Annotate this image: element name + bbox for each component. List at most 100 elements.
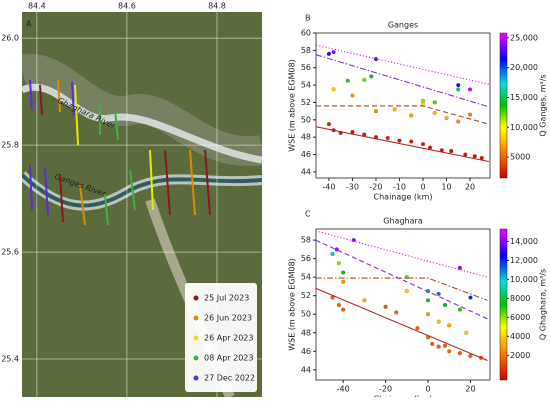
y-tick-label: 54 [301,273,311,282]
y-tick-label: 50 [301,310,311,319]
x-tick-label: -40 [322,183,335,192]
y-tick-label: 44 [301,167,311,176]
data-point [341,307,346,312]
data-point [331,50,336,55]
data-point [432,100,437,105]
x-tick-label: 20 [465,183,475,192]
data-point [456,87,461,92]
colorbar-tick-label: 8000 [510,294,530,303]
x-tick-label: 0 [420,183,425,192]
data-point [362,298,367,303]
data-point [326,122,331,127]
data-point [447,323,452,328]
colorbar-tick-label: 15,000 [510,93,538,102]
data-point [456,119,461,124]
y-axis-label: WSE (m above EGM08) [288,258,297,351]
y-tick-label: 60 [301,29,311,38]
chart-title: Ghaghara [383,217,423,226]
data-point [468,353,473,358]
data-point [472,154,477,159]
legend-marker [193,375,199,381]
y-tick-label: 48 [301,328,311,337]
x-axis-label: Chainage (km) [374,193,433,202]
legend-label: 25 Jul 2023 [204,294,249,303]
data-point [383,304,388,309]
lat-tick-label: 25.8 [1,141,19,150]
data-point [468,87,473,92]
data-point [326,51,331,56]
data-point [392,107,397,112]
data-point [457,265,462,270]
colorbar-label: Q Ganges, m³/s [539,74,548,136]
data-point [336,302,341,307]
lat-tick-label: 25.6 [1,248,19,257]
data-point [409,139,414,144]
colorbar-tick-label: 4000 [510,332,530,341]
data-point [426,312,431,317]
legend-label: 26 Apr 2023 [204,334,253,343]
y-tick-label: 48 [301,133,311,142]
data-point [468,112,473,117]
chart-title: Ganges [388,21,418,30]
data-point [341,279,346,284]
data-point [463,152,468,157]
chart: B Ganges 44 46 48 50 52 54 56 58 60 -40 -30 -20 -10 0 10… [288,14,548,202]
colorbar-label: Q Ghaghara, m³/s [539,269,548,340]
data-point [394,310,399,315]
colorbar-tick-label: 12,000 [510,256,538,265]
data-point [426,298,431,303]
data-point [432,110,437,115]
legend-label: 08 Apr 2023 [204,354,253,363]
data-point [415,326,420,331]
y-tick-label: 56 [301,254,311,263]
data-point [420,142,425,147]
colorbar-tick-label: 5000 [510,153,530,162]
y-tick-label: 54 [301,81,311,90]
y-tick-label: 52 [301,98,311,107]
y-tick-label: 46 [301,150,311,159]
colorbar-tick-label: 10,000 [510,123,538,132]
data-point [409,113,414,118]
legend-marker [193,295,199,301]
trend-line [315,230,488,278]
trend-line [315,287,488,362]
legend-marker [193,335,199,341]
x-tick-label: -20 [379,385,392,394]
trend-line [315,277,488,301]
legend-label: 26 Jun 2023 [204,314,252,323]
transects [29,79,211,226]
data-point [341,270,346,275]
y-tick-label: 46 [301,347,311,356]
y-axis-label: WSE (m above EGM08) [288,59,297,152]
lon-tick-label: 84.6 [118,2,136,11]
data-point [362,77,367,82]
data-point [350,93,355,98]
data-point [464,330,469,335]
data-point [457,351,462,356]
x-tick-label: 0 [425,385,430,394]
data-point [443,302,448,307]
lon-tick-label: 84.4 [28,2,46,11]
data-point [345,78,350,83]
panel-label: B [305,14,311,23]
trend-line [315,54,489,108]
data-point [436,319,441,324]
panel-label: A [26,20,32,29]
x-tick-label: -20 [369,183,382,192]
trend-line [316,105,489,125]
data-point [404,289,409,294]
lat-tick-label: 26.0 [1,34,19,43]
colorbar-tick-label: 2000 [510,351,530,360]
data-point [436,291,441,296]
chart: CGhaghara4446485052545658-40-20020Chaina… [288,210,548,401]
data-point [351,238,356,243]
colorbar-tick-label: 6000 [510,313,530,322]
data-point [397,138,402,143]
legend-box [185,283,257,392]
data-point [330,252,335,257]
y-tick-label: 58 [301,46,311,55]
colorbar [499,228,508,381]
lat-tick-label: 25.4 [1,355,19,364]
